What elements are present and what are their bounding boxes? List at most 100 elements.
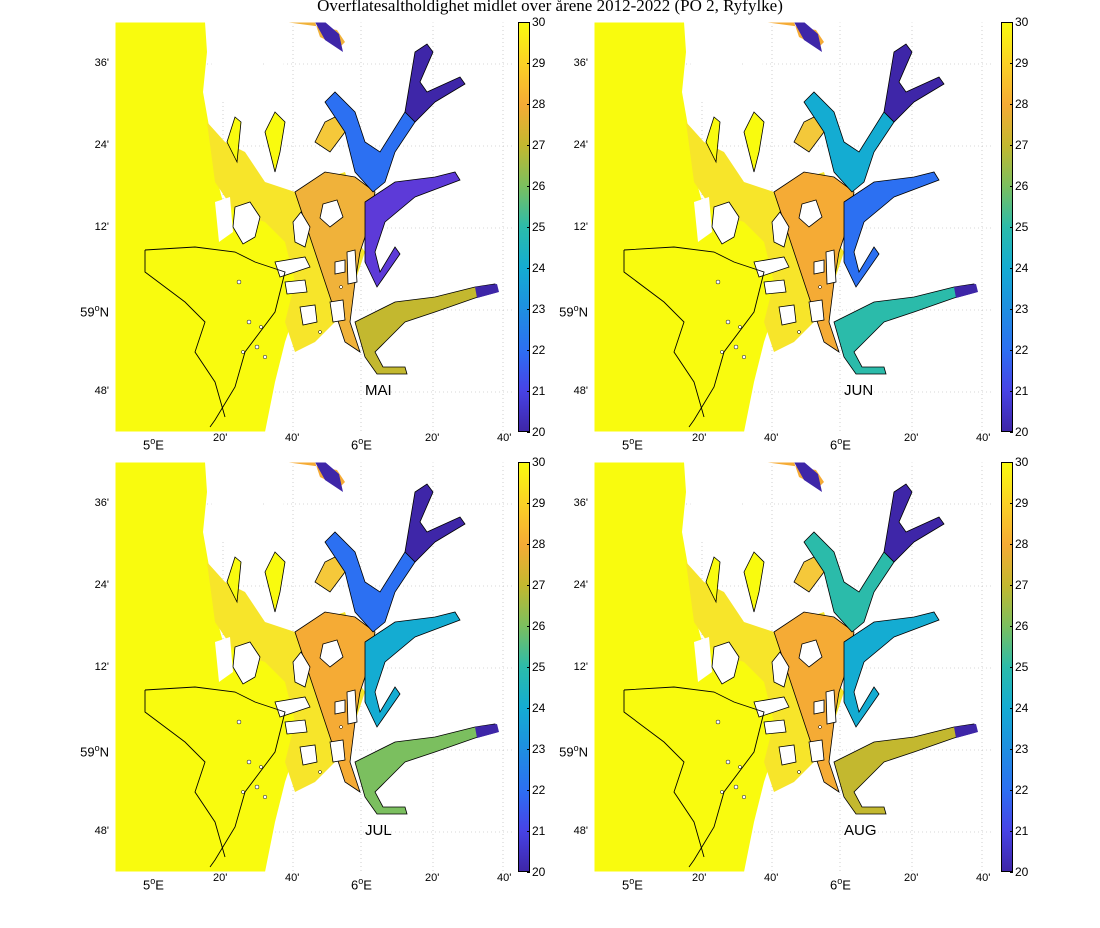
longitude-label: 5oE: [143, 436, 164, 453]
colorbar-tick-label: 23: [1015, 742, 1029, 756]
colorbar-tick-label: 27: [532, 578, 546, 592]
colorbar-tick-label: 29: [532, 496, 546, 510]
longitude-label: 40': [764, 872, 779, 884]
colorbar-tick-label: 27: [532, 138, 546, 152]
colorbar-tick-label: 21: [1015, 384, 1029, 398]
map-panel-mai: [115, 22, 515, 432]
longitude-label: 40': [976, 432, 991, 444]
longitude-label: 40': [285, 872, 300, 884]
colorbar-tick-label: 20: [1015, 425, 1029, 439]
colorbar-tick-label: 24: [1015, 261, 1029, 275]
colorbar-tick-label: 29: [532, 56, 546, 70]
latitude-label: 48': [573, 825, 588, 837]
longitude-label: 40': [285, 432, 300, 444]
latitude-label: 12': [573, 661, 588, 673]
month-label: JUN: [844, 382, 874, 399]
latitude-label: 12': [94, 221, 109, 233]
longitude-label: 20': [904, 432, 919, 444]
map-panel-jun: [594, 22, 994, 432]
latitude-label: 24': [573, 579, 588, 591]
latitude-label: 36': [573, 57, 588, 69]
latitude-label: 59oN: [80, 303, 109, 320]
colorbar-tick-label: 23: [532, 742, 546, 756]
colorbar-tick-label: 30: [1015, 455, 1029, 469]
colorbar-tick-label: 22: [532, 783, 546, 797]
colorbar-tick-label: 25: [1015, 660, 1029, 674]
colorbar-tick-label: 27: [1015, 138, 1029, 152]
colorbar: 30 29 28 27 26 25 24 23 22 21 20: [518, 456, 545, 878]
colorbar-tick-label: 21: [532, 824, 546, 838]
latitude-label: 36': [573, 497, 588, 509]
colorbar-tick-label: 22: [1015, 783, 1029, 797]
latitude-label: 59oN: [559, 303, 588, 320]
longitude-label: 20': [425, 432, 440, 444]
longitude-label: 6oE: [830, 436, 851, 453]
colorbar-tick-label: 26: [1015, 179, 1029, 193]
longitude-label: 20': [213, 432, 228, 444]
colorbar-tick-label: 24: [532, 261, 546, 275]
colorbar-tick-label: 28: [1015, 97, 1029, 111]
longitude-label: 20': [425, 872, 440, 884]
latitude-label: 24': [94, 579, 109, 591]
longitude-label: 40': [497, 432, 512, 444]
longitude-label: 20': [692, 872, 707, 884]
colorbar-tick-label: 26: [532, 619, 546, 633]
month-label: JUL: [365, 822, 392, 839]
colorbar-tick-label: 28: [532, 97, 546, 111]
latitude-label: 36': [94, 57, 109, 69]
latitude-label: 12': [94, 661, 109, 673]
colorbar-tick-label: 28: [532, 537, 546, 551]
colorbar: 30 29 28 27 26 25 24 23 22 21 20: [1001, 456, 1028, 878]
longitude-label: 40': [764, 432, 779, 444]
colorbar-tick-label: 20: [532, 425, 546, 439]
colorbar: 30 29 28 27 26 25 24 23 22 21 20: [518, 16, 545, 438]
colorbar-tick-label: 29: [1015, 56, 1029, 70]
latitude-label: 48': [94, 825, 109, 837]
latitude-label: 59oN: [80, 743, 109, 760]
colorbar-tick-label: 20: [532, 865, 546, 879]
colorbar-tick-label: 28: [1015, 537, 1029, 551]
figure-title: Overflatesaltholdighet midlet over årene…: [317, 0, 783, 15]
longitude-label: 5oE: [622, 436, 643, 453]
longitude-label: 20': [904, 872, 919, 884]
latitude-label: 24': [573, 139, 588, 151]
colorbar-tick-label: 25: [1015, 220, 1029, 234]
latitude-label: 48': [573, 385, 588, 397]
month-label: AUG: [844, 822, 877, 839]
longitude-label: 40': [976, 872, 991, 884]
colorbar-tick-label: 20: [1015, 865, 1029, 879]
colorbar-tick-label: 26: [532, 179, 546, 193]
colorbar-tick-label: 21: [1015, 824, 1029, 838]
longitude-label: 20': [213, 872, 228, 884]
colorbar-tick-label: 26: [1015, 619, 1029, 633]
colorbar-tick-label: 25: [532, 220, 546, 234]
longitude-label: 40': [497, 872, 512, 884]
longitude-label: 5oE: [622, 876, 643, 893]
latitude-label: 48': [94, 385, 109, 397]
latitude-label: 12': [573, 221, 588, 233]
colorbar-tick-label: 24: [1015, 701, 1029, 715]
longitude-label: 6oE: [351, 436, 372, 453]
colorbar-tick-label: 24: [532, 701, 546, 715]
salinity-map: [594, 462, 994, 872]
colorbar-tick-label: 23: [532, 302, 546, 316]
colorbar-tick-label: 30: [532, 455, 546, 469]
longitude-label: 5oE: [143, 876, 164, 893]
map-panel-aug: [594, 462, 994, 872]
salinity-map: [594, 22, 994, 432]
salinity-map: [115, 462, 515, 872]
colorbar-tick-label: 29: [1015, 496, 1029, 510]
colorbar-tick-label: 30: [1015, 15, 1029, 29]
latitude-label: 36': [94, 497, 109, 509]
map-panel-jul: [115, 462, 515, 872]
month-label: MAI: [365, 382, 392, 399]
longitude-label: 6oE: [830, 876, 851, 893]
longitude-label: 6oE: [351, 876, 372, 893]
colorbar-tick-label: 21: [532, 384, 546, 398]
colorbar: 30 29 28 27 26 25 24 23 22 21 20: [1001, 16, 1028, 438]
colorbar-tick-label: 23: [1015, 302, 1029, 316]
latitude-label: 59oN: [559, 743, 588, 760]
longitude-label: 20': [692, 432, 707, 444]
colorbar-tick-label: 27: [1015, 578, 1029, 592]
salinity-map: [115, 22, 515, 432]
